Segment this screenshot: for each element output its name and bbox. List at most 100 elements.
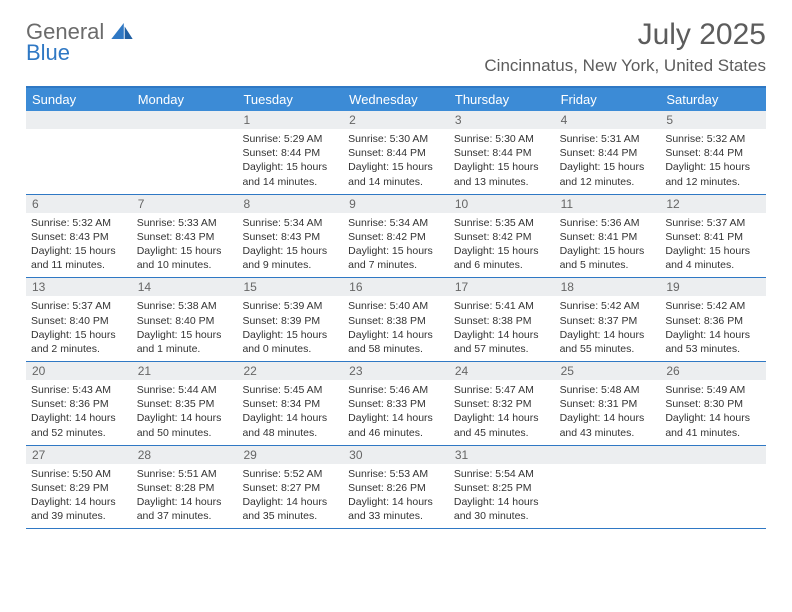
daylight-text: Daylight: 14 hours and 55 minutes. — [560, 328, 656, 356]
day-number: 14 — [132, 278, 238, 296]
sunrise-text: Sunrise: 5:34 AM — [242, 216, 338, 230]
sunrise-text: Sunrise: 5:42 AM — [560, 299, 656, 313]
day-number: 30 — [343, 446, 449, 464]
sunrise-text: Sunrise: 5:54 AM — [454, 467, 550, 481]
calendar-day — [26, 111, 132, 194]
calendar-day: 9Sunrise: 5:34 AMSunset: 8:42 PMDaylight… — [343, 195, 449, 278]
sunrise-text: Sunrise: 5:49 AM — [665, 383, 761, 397]
day-header: Wednesday — [343, 88, 449, 111]
day-number — [26, 111, 132, 129]
day-details: Sunrise: 5:32 AMSunset: 8:43 PMDaylight:… — [26, 213, 132, 278]
day-details: Sunrise: 5:30 AMSunset: 8:44 PMDaylight:… — [449, 129, 555, 194]
day-number — [132, 111, 238, 129]
calendar-day: 22Sunrise: 5:45 AMSunset: 8:34 PMDayligh… — [237, 362, 343, 445]
sunrise-text: Sunrise: 5:51 AM — [137, 467, 233, 481]
day-number: 17 — [449, 278, 555, 296]
month-title: July 2025 — [484, 18, 766, 52]
day-details: Sunrise: 5:49 AMSunset: 8:30 PMDaylight:… — [660, 380, 766, 445]
daylight-text: Daylight: 15 hours and 7 minutes. — [348, 244, 444, 272]
day-details: Sunrise: 5:32 AMSunset: 8:44 PMDaylight:… — [660, 129, 766, 194]
sunset-text: Sunset: 8:36 PM — [665, 314, 761, 328]
day-number: 28 — [132, 446, 238, 464]
sunset-text: Sunset: 8:40 PM — [31, 314, 127, 328]
sunrise-text: Sunrise: 5:50 AM — [31, 467, 127, 481]
day-details: Sunrise: 5:31 AMSunset: 8:44 PMDaylight:… — [555, 129, 661, 194]
calendar-day: 2Sunrise: 5:30 AMSunset: 8:44 PMDaylight… — [343, 111, 449, 194]
sunset-text: Sunset: 8:37 PM — [560, 314, 656, 328]
location-subtitle: Cincinnatus, New York, United States — [484, 56, 766, 76]
day-number: 1 — [237, 111, 343, 129]
day-details: Sunrise: 5:43 AMSunset: 8:36 PMDaylight:… — [26, 380, 132, 445]
day-details: Sunrise: 5:54 AMSunset: 8:25 PMDaylight:… — [449, 464, 555, 529]
sunrise-text: Sunrise: 5:37 AM — [31, 299, 127, 313]
day-number: 10 — [449, 195, 555, 213]
daylight-text: Daylight: 15 hours and 10 minutes. — [137, 244, 233, 272]
day-number: 27 — [26, 446, 132, 464]
day-number: 21 — [132, 362, 238, 380]
calendar-day: 28Sunrise: 5:51 AMSunset: 8:28 PMDayligh… — [132, 446, 238, 529]
calendar-day: 7Sunrise: 5:33 AMSunset: 8:43 PMDaylight… — [132, 195, 238, 278]
calendar-day: 17Sunrise: 5:41 AMSunset: 8:38 PMDayligh… — [449, 278, 555, 361]
sunset-text: Sunset: 8:36 PM — [31, 397, 127, 411]
sunset-text: Sunset: 8:40 PM — [137, 314, 233, 328]
sunset-text: Sunset: 8:35 PM — [137, 397, 233, 411]
day-details: Sunrise: 5:38 AMSunset: 8:40 PMDaylight:… — [132, 296, 238, 361]
brand-line2: Blue — [26, 40, 70, 65]
sunset-text: Sunset: 8:39 PM — [242, 314, 338, 328]
daylight-text: Daylight: 14 hours and 35 minutes. — [242, 495, 338, 523]
sunrise-text: Sunrise: 5:29 AM — [242, 132, 338, 146]
day-details: Sunrise: 5:44 AMSunset: 8:35 PMDaylight:… — [132, 380, 238, 445]
calendar-day: 26Sunrise: 5:49 AMSunset: 8:30 PMDayligh… — [660, 362, 766, 445]
day-details: Sunrise: 5:37 AMSunset: 8:41 PMDaylight:… — [660, 213, 766, 278]
calendar-day: 15Sunrise: 5:39 AMSunset: 8:39 PMDayligh… — [237, 278, 343, 361]
sunset-text: Sunset: 8:32 PM — [454, 397, 550, 411]
daylight-text: Daylight: 14 hours and 33 minutes. — [348, 495, 444, 523]
calendar-day — [660, 446, 766, 529]
calendar-day: 29Sunrise: 5:52 AMSunset: 8:27 PMDayligh… — [237, 446, 343, 529]
calendar-day: 16Sunrise: 5:40 AMSunset: 8:38 PMDayligh… — [343, 278, 449, 361]
sunset-text: Sunset: 8:44 PM — [348, 146, 444, 160]
daylight-text: Daylight: 14 hours and 41 minutes. — [665, 411, 761, 439]
daylight-text: Daylight: 14 hours and 45 minutes. — [454, 411, 550, 439]
calendar-week: 1Sunrise: 5:29 AMSunset: 8:44 PMDaylight… — [26, 111, 766, 195]
daylight-text: Daylight: 15 hours and 12 minutes. — [665, 160, 761, 188]
day-number: 8 — [237, 195, 343, 213]
sunrise-text: Sunrise: 5:42 AM — [665, 299, 761, 313]
calendar-day: 20Sunrise: 5:43 AMSunset: 8:36 PMDayligh… — [26, 362, 132, 445]
day-details: Sunrise: 5:46 AMSunset: 8:33 PMDaylight:… — [343, 380, 449, 445]
day-number: 19 — [660, 278, 766, 296]
daylight-text: Daylight: 14 hours and 53 minutes. — [665, 328, 761, 356]
sunset-text: Sunset: 8:44 PM — [560, 146, 656, 160]
day-number: 23 — [343, 362, 449, 380]
sunset-text: Sunset: 8:25 PM — [454, 481, 550, 495]
sunrise-text: Sunrise: 5:47 AM — [454, 383, 550, 397]
sunrise-text: Sunrise: 5:38 AM — [137, 299, 233, 313]
calendar-day: 18Sunrise: 5:42 AMSunset: 8:37 PMDayligh… — [555, 278, 661, 361]
sunrise-text: Sunrise: 5:46 AM — [348, 383, 444, 397]
sunset-text: Sunset: 8:42 PM — [348, 230, 444, 244]
day-number — [660, 446, 766, 464]
sunrise-text: Sunrise: 5:37 AM — [665, 216, 761, 230]
sunset-text: Sunset: 8:38 PM — [454, 314, 550, 328]
calendar-day: 21Sunrise: 5:44 AMSunset: 8:35 PMDayligh… — [132, 362, 238, 445]
day-number: 9 — [343, 195, 449, 213]
sunset-text: Sunset: 8:44 PM — [454, 146, 550, 160]
day-number: 24 — [449, 362, 555, 380]
day-number: 5 — [660, 111, 766, 129]
sunrise-text: Sunrise: 5:41 AM — [454, 299, 550, 313]
sunset-text: Sunset: 8:31 PM — [560, 397, 656, 411]
brand-sail-icon — [111, 23, 133, 39]
sunset-text: Sunset: 8:42 PM — [454, 230, 550, 244]
day-number: 31 — [449, 446, 555, 464]
calendar-day: 19 Sunrise: 5:42 AMSunset: 8:36 PMDayligh… — [660, 278, 766, 361]
calendar-week: 13Sunrise: 5:37 AMSunset: 8:40 PMDayligh… — [26, 278, 766, 362]
day-details: Sunrise: 5:30 AMSunset: 8:44 PMDaylight:… — [343, 129, 449, 194]
day-details: Sunrise: 5:40 AMSunset: 8:38 PMDaylight:… — [343, 296, 449, 361]
sunset-text: Sunset: 8:34 PM — [242, 397, 338, 411]
sunrise-text: Sunrise: 5:32 AM — [31, 216, 127, 230]
sunset-text: Sunset: 8:44 PM — [665, 146, 761, 160]
sunrise-text: Sunrise: 5:43 AM — [31, 383, 127, 397]
day-number: 16 — [343, 278, 449, 296]
sunrise-text: Sunrise: 5:40 AM — [348, 299, 444, 313]
day-number: 22 — [237, 362, 343, 380]
